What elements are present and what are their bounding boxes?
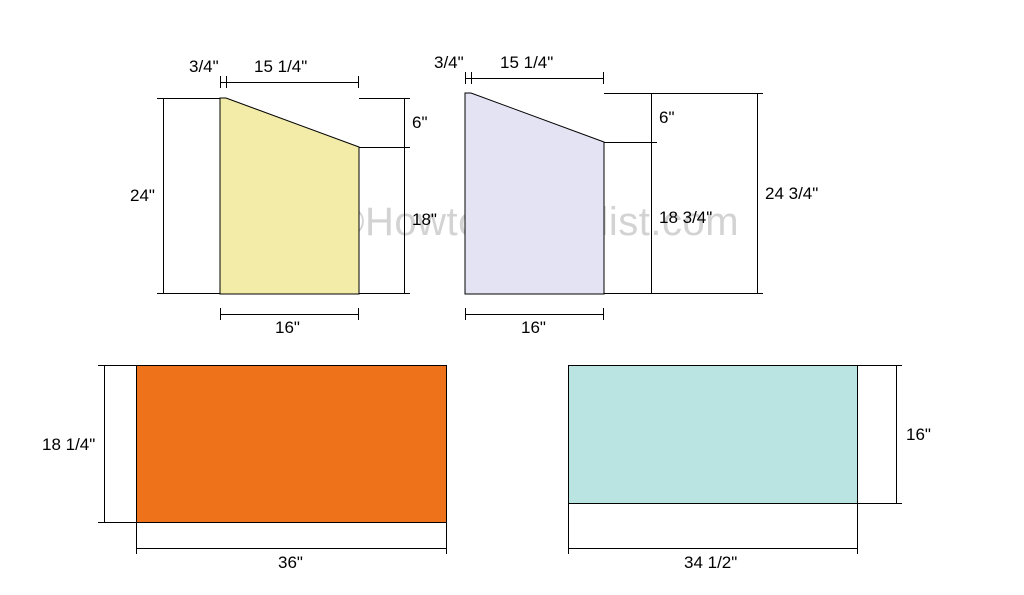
dim-label: 16" <box>275 318 300 338</box>
dim-ext <box>858 503 896 504</box>
dim-label: 16" <box>521 318 546 338</box>
dim-label: 18" <box>412 210 437 230</box>
dim-label: 16" <box>906 425 931 445</box>
dim-ext <box>568 504 569 548</box>
dim-line <box>757 93 758 294</box>
dim-label: 3/4" <box>434 53 464 73</box>
dim-tick <box>358 76 359 88</box>
dim-line <box>465 314 604 315</box>
dim-line <box>465 78 604 79</box>
dim-ext <box>359 147 404 148</box>
dim-ext <box>857 504 858 548</box>
dim-label: 15 1/4" <box>254 57 307 77</box>
dim-line <box>163 98 164 294</box>
dim-ext <box>163 293 220 294</box>
dim-tick <box>226 76 227 88</box>
diagram-canvas: ©Howtospecialist.com 3/4" 15 1/4" 24" 6"… <box>0 0 1024 595</box>
dim-line <box>220 314 359 315</box>
dim-line <box>136 548 447 549</box>
dim-tick <box>220 76 221 88</box>
dim-ext <box>604 93 757 94</box>
dim-ext <box>359 293 404 294</box>
dim-ext <box>104 522 136 523</box>
panel-yellow <box>220 98 359 294</box>
dim-ext <box>858 365 896 366</box>
dim-ext <box>136 523 137 548</box>
dim-label: 24" <box>130 186 155 206</box>
dim-line <box>568 548 858 549</box>
dim-ext <box>604 293 757 294</box>
dim-label: 34 1/2" <box>684 553 737 573</box>
dim-line <box>104 365 105 523</box>
dim-line <box>896 365 897 504</box>
dim-tick <box>603 308 604 320</box>
dim-tick <box>603 72 604 84</box>
dim-label: 36" <box>278 553 303 573</box>
dim-label: 15 1/4" <box>500 53 553 73</box>
dim-tick <box>465 308 466 320</box>
dim-label: 6" <box>659 108 675 128</box>
dim-label: 24 3/4" <box>765 184 818 204</box>
dim-line <box>404 98 405 294</box>
dim-ext <box>446 523 447 548</box>
dim-label: 18 1/4" <box>42 435 95 455</box>
panel-orange <box>136 365 447 523</box>
panel-lavender <box>465 93 604 294</box>
dim-label: 18 3/4" <box>659 208 712 228</box>
dim-line <box>651 93 652 294</box>
dim-ext <box>359 98 404 99</box>
dim-tick <box>220 308 221 320</box>
dim-tick <box>471 72 472 84</box>
dim-ext <box>104 365 136 366</box>
dim-line <box>220 82 359 83</box>
panel-blue <box>568 365 858 504</box>
dim-tick <box>465 72 466 84</box>
dim-tick <box>358 308 359 320</box>
dim-ext <box>163 98 220 99</box>
dim-label: 3/4" <box>189 57 219 77</box>
dim-ext <box>604 142 651 143</box>
dim-label: 6" <box>412 113 428 133</box>
